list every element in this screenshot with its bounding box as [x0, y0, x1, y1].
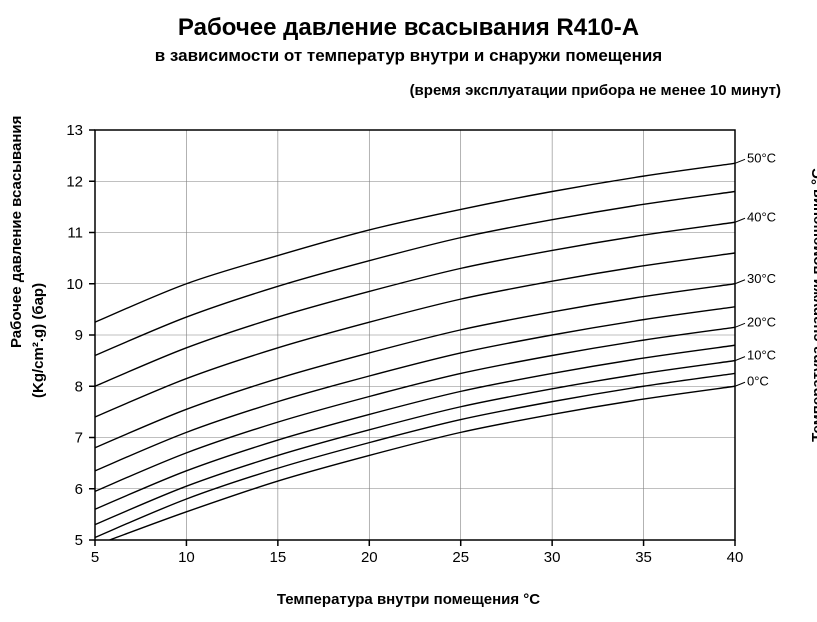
- y-tick-label: 7: [75, 430, 83, 447]
- pressure-curve: [95, 327, 735, 491]
- x-tick-label: 35: [635, 549, 652, 566]
- y-tick-label: 6: [75, 481, 83, 498]
- y-tick-label: 13: [66, 122, 83, 139]
- pressure-curve: [95, 373, 735, 537]
- y-tick-label: 12: [66, 173, 83, 190]
- y-tick-label: 5: [75, 532, 83, 549]
- x-tick-label: 5: [91, 549, 99, 566]
- x-tick-label: 40: [727, 549, 744, 566]
- x-tick-label: 15: [270, 549, 287, 566]
- chart-svg: 5 10 15 20 25 30 35 40 5 6 7 8 9 10 11 12 13 50°C 40°C 30°C…: [0, 118, 817, 588]
- y-tick-label: 9: [75, 327, 83, 344]
- curve-label: 40°C: [747, 209, 776, 224]
- curve-label: 10°C: [747, 348, 776, 363]
- y-tick-label: 8: [75, 378, 83, 395]
- chart-area: Рабочее давление всасывания (Kg/cm².g) (…: [0, 118, 817, 622]
- y-tick-label: 11: [67, 225, 83, 242]
- chart-note: (время эксплуатации прибора не менее 10 …: [0, 82, 817, 99]
- pressure-curve: [95, 163, 735, 322]
- pressure-curve: [95, 307, 735, 471]
- x-tick-label: 30: [544, 549, 561, 566]
- y-tick-label: 10: [66, 276, 83, 293]
- pressure-curve: [95, 192, 735, 356]
- chart-subtitle: в зависимости от температур внутри и сна…: [0, 46, 817, 66]
- y-axis-label-1: Рабочее давление всасывания: [8, 116, 25, 348]
- x-tick-label: 25: [452, 549, 469, 566]
- curve-label: 30°C: [747, 271, 776, 286]
- curve-label: 50°C: [747, 150, 776, 165]
- y-axis-right-label: Температура снаружи помещения °C: [809, 168, 817, 442]
- y-axis-label-2: (Kg/cm².g) (бар): [30, 283, 47, 398]
- x-tick-label: 10: [178, 549, 195, 566]
- curve-label: 0°C: [747, 373, 769, 388]
- pressure-curve: [95, 284, 735, 448]
- pressure-curve: [95, 222, 735, 386]
- curve-label: 20°C: [747, 314, 776, 329]
- x-tick-label: 20: [361, 549, 378, 566]
- chart-title: Рабочее давление всасывания R410-A: [0, 14, 817, 42]
- x-axis-label: Температура внутри помещения °C: [0, 591, 817, 608]
- pressure-curve: [110, 386, 735, 540]
